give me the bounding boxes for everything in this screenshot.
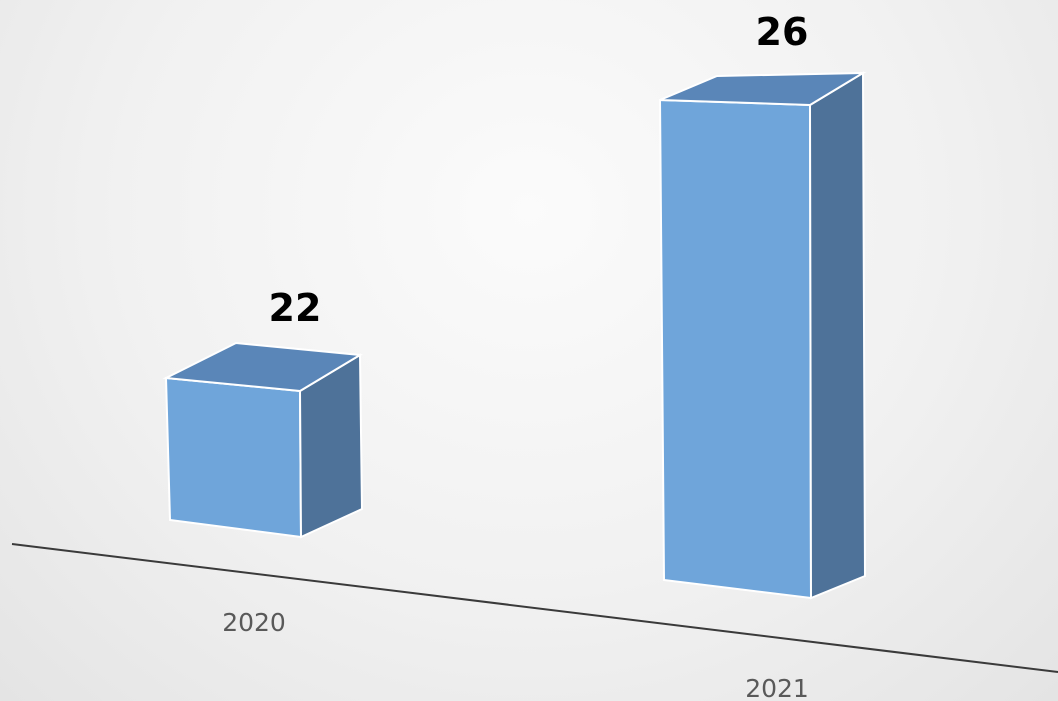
bar-2021-front: [658, 98, 813, 600]
data-label-2021: 26: [756, 10, 809, 54]
x-tick-label-2020: 2020: [222, 608, 286, 637]
bar-2021: [658, 71, 867, 600]
bar-2021-top: [659, 71, 867, 107]
bar-2020: [162, 341, 364, 539]
bar-2020-front: [164, 376, 303, 539]
x-axis-line: [11, 543, 1058, 673]
data-label-2020: 22: [269, 286, 322, 330]
x-tick-label-2021: 2021: [745, 674, 809, 701]
bar-2020-top: [162, 341, 364, 393]
bar-2021-side: [808, 71, 867, 600]
